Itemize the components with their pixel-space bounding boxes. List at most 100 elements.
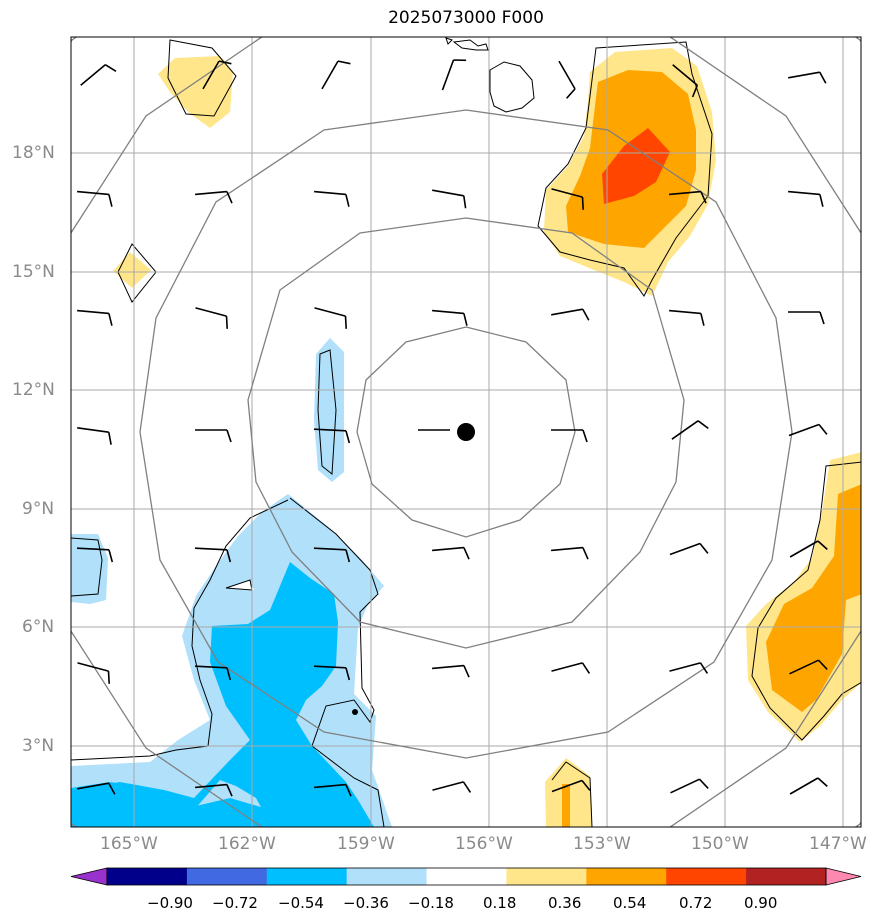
wind-barb (788, 71, 827, 84)
colorbar-bin (346, 868, 428, 885)
lon-label-147w: 147°W (809, 834, 867, 854)
lat-label-18n: 18°N (12, 143, 55, 163)
wind-barb (432, 309, 468, 326)
wind-barb (671, 420, 709, 440)
contour-line (317, 349, 337, 475)
wind-barb (670, 778, 709, 794)
wind-barb (432, 546, 470, 560)
wind-barb (669, 542, 709, 556)
lat-label-12n: 12°N (12, 380, 55, 400)
map-title: 2025073000 F000 (388, 8, 544, 28)
colorbar-bin (426, 868, 507, 885)
wind-barb (195, 190, 233, 204)
wind-barb (789, 659, 828, 675)
colorbar-label: 0.36 (548, 894, 582, 912)
contour-line (167, 39, 237, 117)
wind-barb (194, 547, 232, 563)
wind-barb (669, 190, 707, 204)
colorbar (70, 867, 862, 886)
grid (71, 37, 861, 827)
wind-barb (76, 547, 114, 563)
lon-label-150w: 150°W (691, 834, 749, 854)
wind-barb (551, 662, 591, 674)
wind-barb (313, 428, 351, 444)
wind-barb (314, 783, 352, 797)
wind-barb (77, 427, 112, 445)
small-dot (352, 709, 358, 715)
wind-barb (195, 307, 228, 329)
wind-barb (788, 311, 825, 325)
range-ring (71, 37, 861, 827)
wind-barbs (76, 59, 828, 797)
lon-label-165w: 165°W (100, 834, 158, 854)
wind-barb (441, 59, 467, 91)
wind-barb (551, 546, 589, 560)
wind-barb (432, 189, 467, 209)
lat-label-3n: 3°N (22, 736, 55, 756)
positive-anomaly-area (113, 252, 151, 288)
wind-barb (672, 64, 699, 98)
colorbar-label: 0.72 (679, 894, 713, 912)
hawaii-maui (452, 39, 489, 51)
wind-barb (80, 64, 117, 86)
wind-barb (321, 60, 351, 90)
colorbar-extend-min (70, 867, 108, 886)
colorbar-extend-max (825, 867, 862, 886)
wind-barb (202, 60, 232, 90)
wind-barb (77, 662, 110, 684)
wind-barb (789, 540, 828, 558)
colorbar-bin (266, 868, 348, 885)
plot-frame (70, 36, 862, 828)
contour-line (225, 579, 253, 591)
wind-barb (551, 429, 588, 443)
negative-anomaly-area (314, 338, 344, 482)
shaded-fields (71, 48, 861, 827)
storm-center-marker (457, 423, 475, 441)
positive-anomaly-area (602, 128, 670, 204)
contour-line (71, 537, 103, 597)
colorbar-bin (506, 868, 587, 885)
lon-label-153w: 153°W (573, 834, 631, 854)
wind-barb (669, 309, 705, 326)
map-hole (228, 580, 254, 590)
hawaii-big-island (489, 61, 535, 113)
lat-label-6n: 6°N (22, 617, 55, 637)
range-ring (139, 109, 793, 759)
wind-barb (788, 423, 828, 437)
wind-barb (551, 779, 591, 793)
colorbar-label: 0.18 (483, 894, 517, 912)
lon-label-162w: 162°W (218, 834, 276, 854)
negative-anomaly-area (71, 534, 108, 604)
wind-barb (77, 190, 113, 207)
lon-label-156w: 156°W (455, 834, 513, 854)
wind-barb (314, 190, 350, 207)
wind-barb (77, 782, 116, 795)
wind-barb (551, 308, 590, 321)
small-island (445, 37, 453, 45)
wind-barb (195, 429, 232, 443)
colorbar-label: −0.36 (343, 894, 389, 912)
wind-barb (314, 307, 347, 329)
contour-line (751, 461, 861, 741)
lat-label-9n: 9°N (22, 499, 55, 519)
positive-anomaly-area (562, 784, 570, 827)
wind-barb (432, 781, 472, 793)
colorbar-bin (666, 868, 747, 885)
wind-barb (788, 190, 824, 207)
wind-barb (551, 188, 584, 210)
colorbar-frame (106, 867, 827, 886)
wind-barb (789, 777, 828, 795)
colorbar-label: −0.72 (212, 894, 258, 912)
wind-barb (195, 783, 233, 797)
wind-barb (194, 665, 232, 681)
coastlines (445, 37, 535, 113)
wind-barb (313, 665, 351, 681)
contour-line (537, 41, 713, 297)
colorbar-bin (186, 868, 268, 885)
wind-barb (77, 309, 113, 326)
positive-anomaly-area (766, 484, 861, 712)
wind-barb (558, 60, 576, 99)
positive-anomaly-area (158, 56, 233, 128)
range-ring (356, 326, 576, 538)
